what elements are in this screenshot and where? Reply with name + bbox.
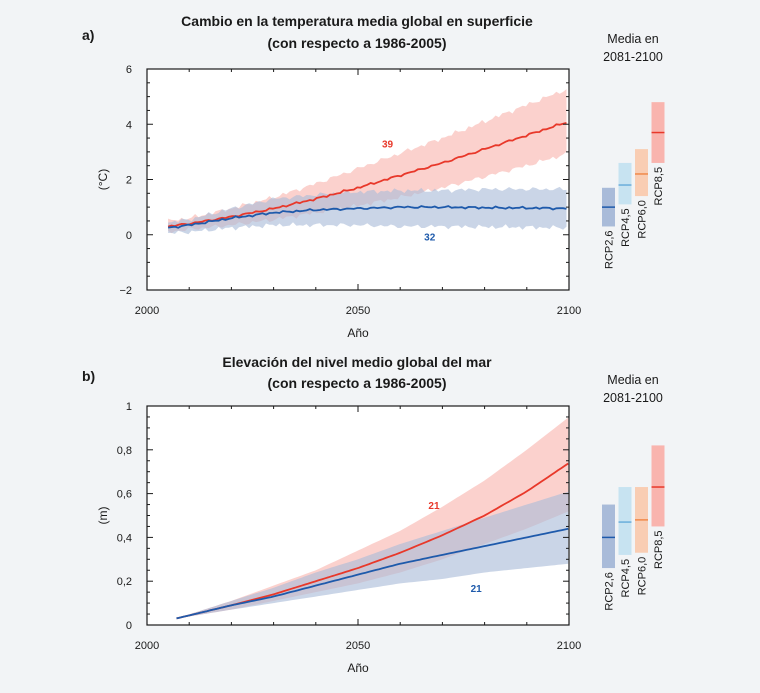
x-tick-label: 2000 bbox=[135, 305, 159, 317]
chart-panel-1: Cambio en la temperatura media global en… bbox=[82, 13, 665, 340]
media-period: 2081-2100 bbox=[603, 50, 663, 64]
y-axis-label: (°C) bbox=[96, 169, 110, 190]
chart-title: Cambio en la temperatura media global en… bbox=[181, 13, 533, 29]
y-tick-label: 0 bbox=[126, 620, 132, 632]
media-bar-rcp8-5 bbox=[651, 445, 665, 527]
x-tick-label: 2100 bbox=[557, 640, 581, 652]
panel-label: b) bbox=[82, 368, 95, 384]
series-2-range-band bbox=[176, 491, 569, 619]
media-bar-label: RCP6,0 bbox=[637, 557, 649, 596]
y-tick-label: 1 bbox=[126, 401, 132, 413]
media-bar-rcp4-5 bbox=[618, 162, 632, 205]
chart-title: Elevación del nivel medio global del mar bbox=[222, 354, 492, 370]
y-axis-label: (m) bbox=[96, 507, 110, 525]
y-tick-label: −2 bbox=[119, 285, 132, 297]
media-bar-label: RCP4,5 bbox=[620, 559, 632, 598]
media-bar-label: RCP6,0 bbox=[637, 200, 649, 239]
series-2-model-count-label: 21 bbox=[471, 584, 483, 595]
y-tick-label: 6 bbox=[126, 64, 132, 76]
series-1-model-count-label: 21 bbox=[428, 501, 440, 512]
y-tick-label: 0,8 bbox=[117, 445, 132, 457]
x-axis-label: Año bbox=[347, 661, 369, 675]
media-period: 2081-2100 bbox=[603, 391, 663, 405]
media-title: Media en bbox=[607, 32, 658, 46]
panel-label: a) bbox=[82, 27, 94, 43]
x-axis-label: Año bbox=[347, 326, 369, 340]
media-bar-label: RCP8,5 bbox=[653, 530, 665, 569]
x-tick-label: 2100 bbox=[557, 305, 581, 317]
x-tick-label: 2050 bbox=[346, 305, 370, 317]
media-bar-rcp2-6 bbox=[602, 504, 615, 569]
series-2-line bbox=[176, 527, 569, 620]
y-tick-label: 0 bbox=[126, 230, 132, 242]
y-tick-label: 2 bbox=[126, 175, 132, 187]
series-2-model-count-label: 32 bbox=[424, 232, 436, 243]
media-bar-rcp6-0 bbox=[635, 149, 648, 197]
y-tick-label: 0,2 bbox=[117, 576, 132, 588]
series-1-model-count-label: 39 bbox=[382, 140, 394, 151]
x-tick-label: 2050 bbox=[346, 640, 370, 652]
series-2-line bbox=[167, 205, 567, 229]
media-bar-label: RCP2,6 bbox=[604, 230, 616, 269]
chart-panel-2: Elevación del nivel medio global del mar… bbox=[82, 354, 665, 675]
series-2-range-band bbox=[168, 186, 567, 235]
media-bar-label: RCP4,5 bbox=[620, 208, 632, 247]
y-tick-label: 0,6 bbox=[117, 489, 132, 501]
x-tick-label: 2000 bbox=[135, 640, 159, 652]
media-bar-label: RCP8,5 bbox=[653, 167, 665, 206]
media-title: Media en bbox=[607, 373, 658, 387]
y-tick-label: 4 bbox=[126, 119, 132, 131]
chart-subtitle: (con respecto a 1986-2005) bbox=[268, 35, 447, 51]
y-tick-label: 0,4 bbox=[117, 532, 132, 544]
chart-subtitle: (con respecto a 1986-2005) bbox=[268, 375, 447, 391]
media-bar-rcp4-5 bbox=[618, 487, 632, 555]
media-bar-label: RCP2,6 bbox=[604, 572, 616, 611]
